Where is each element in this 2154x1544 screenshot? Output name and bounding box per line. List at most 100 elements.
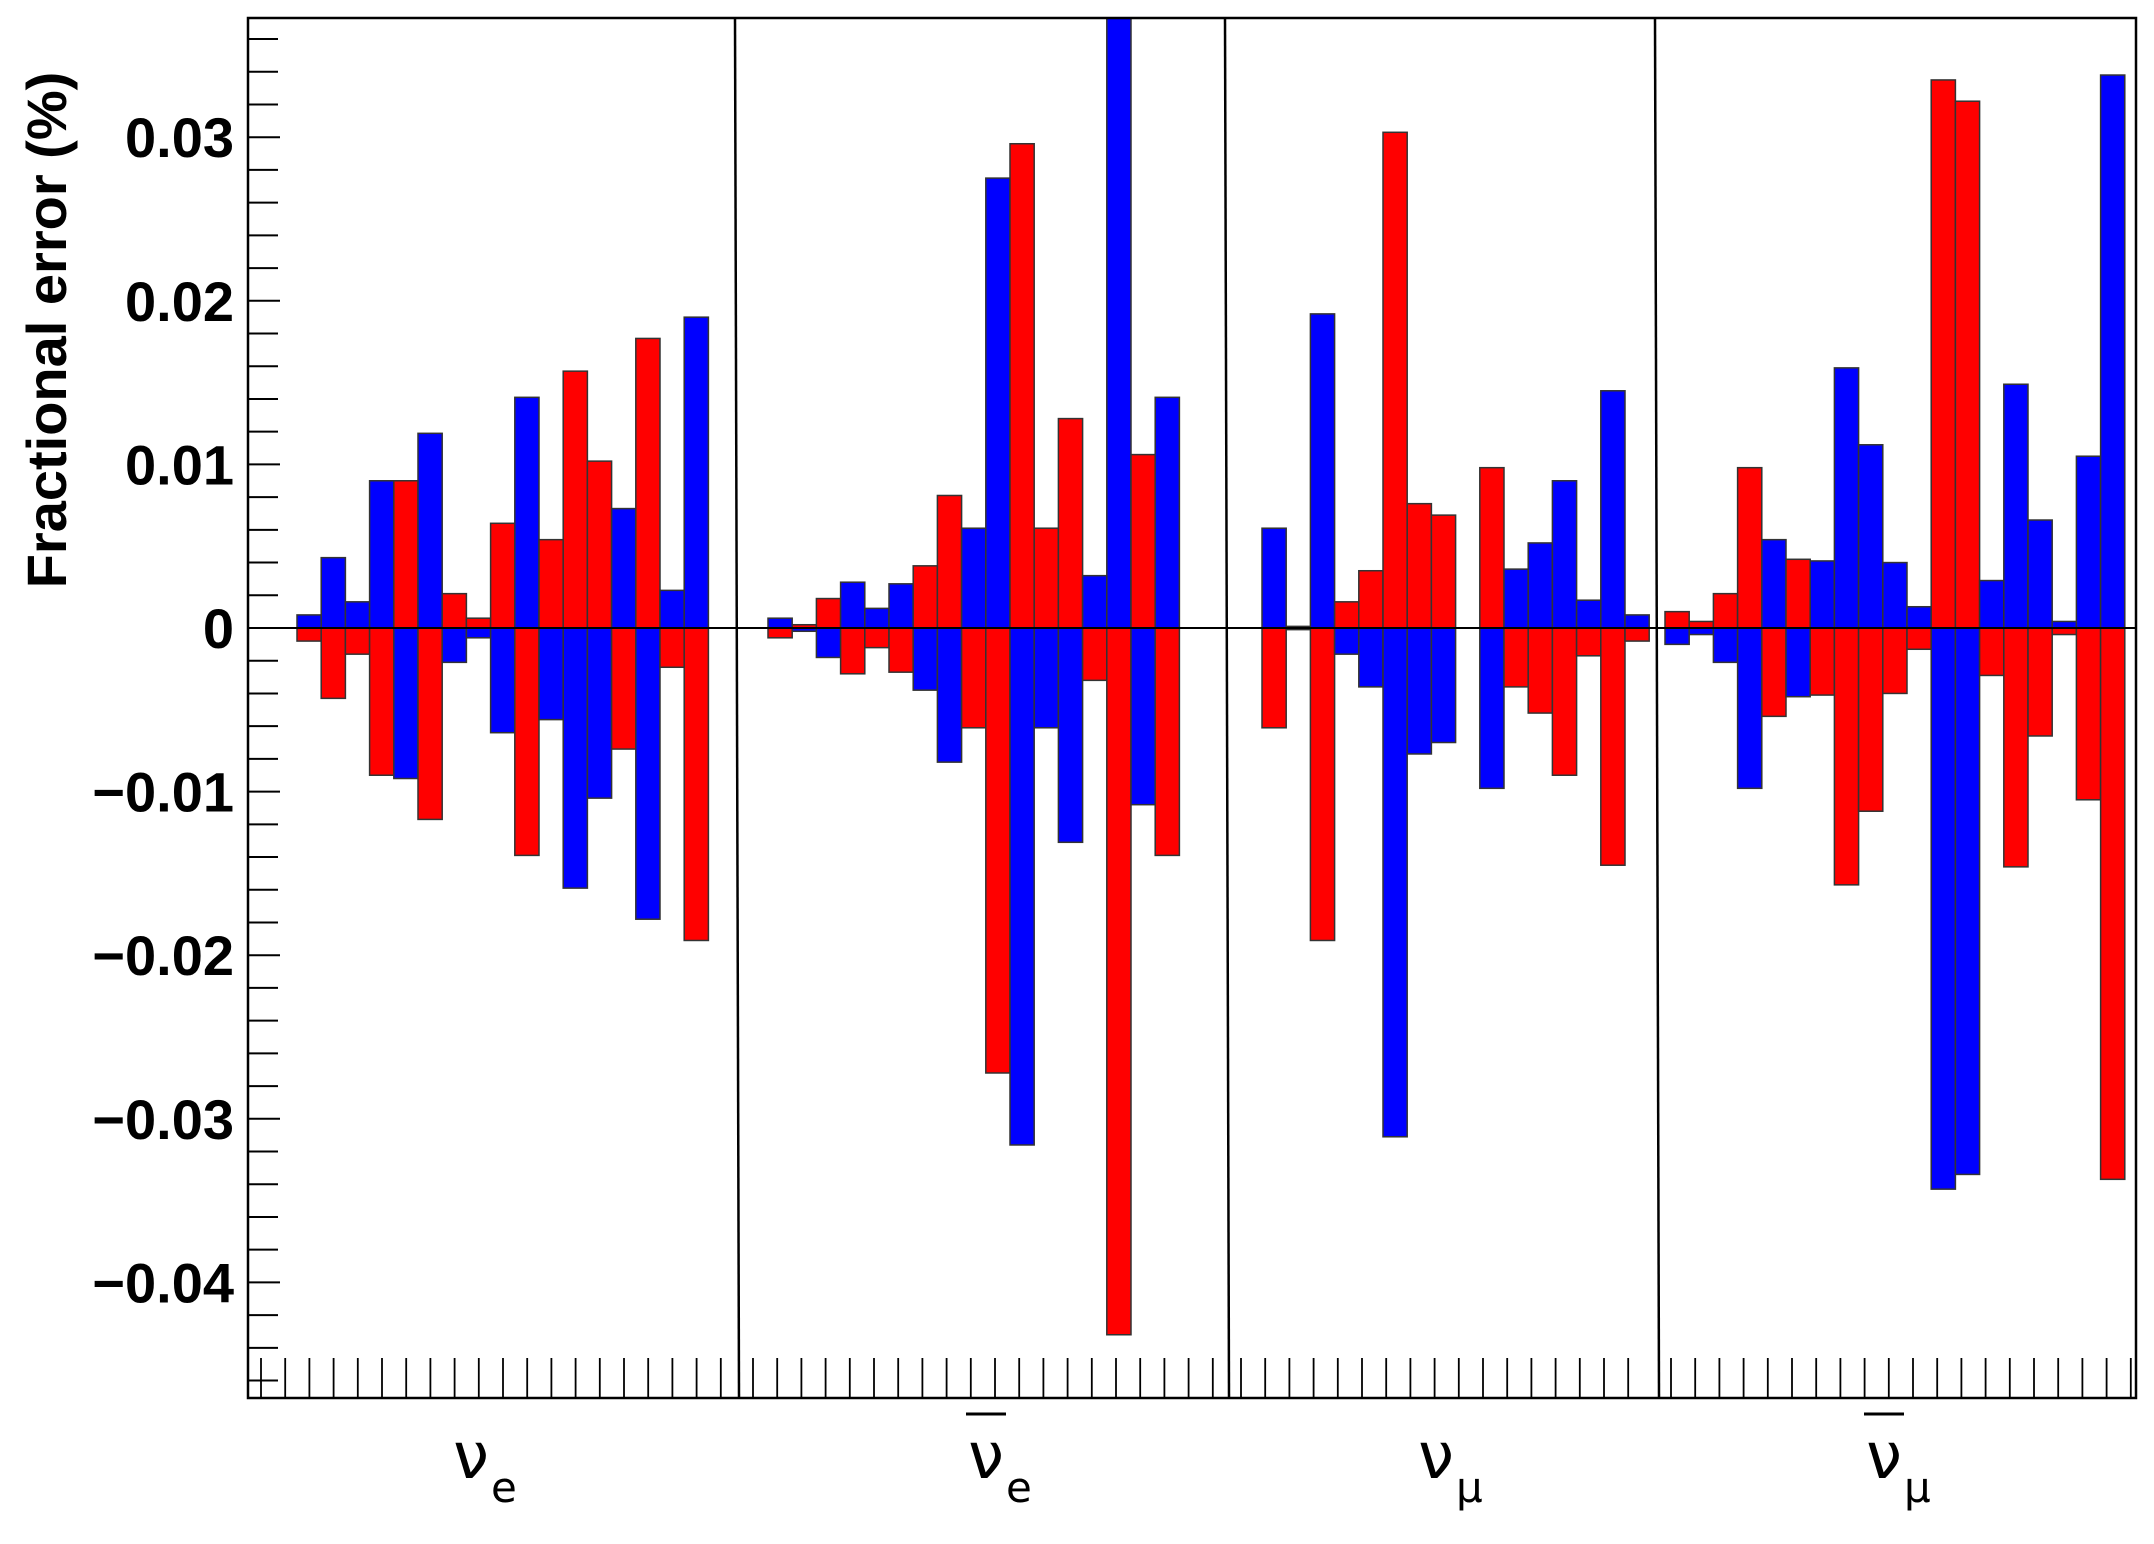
bar-down [562, 627, 589, 889]
bar-up [344, 601, 371, 629]
bar-down [1130, 627, 1156, 806]
bar-down [2027, 627, 2053, 737]
y-axis-title: Fractional error (%) [15, 72, 78, 589]
bar-down [2099, 627, 2126, 1181]
bar-up [1857, 444, 1884, 629]
category-symbol: ν [453, 1420, 489, 1494]
bar-down [912, 627, 939, 691]
bar-down [1857, 627, 1884, 812]
bar-down [296, 627, 322, 642]
bar-down [815, 627, 842, 659]
bar-up [1809, 560, 1836, 629]
bar-up [1785, 558, 1811, 629]
bar-down [1736, 627, 1763, 790]
bar-up [985, 177, 1011, 629]
bar-up [417, 432, 443, 629]
bar-down [1406, 627, 1433, 755]
bar-up [2003, 383, 2029, 629]
bar-down [1906, 627, 1932, 651]
panel-4-xticks [1670, 1358, 2132, 1398]
bar-down [1154, 627, 1181, 857]
bar-up [1154, 396, 1181, 629]
bar-down [441, 627, 468, 664]
panel-separator [733, 17, 741, 1399]
bar-down [1551, 627, 1578, 776]
bar-down [1882, 627, 1908, 695]
bar-down [320, 627, 347, 700]
bar-up [1761, 538, 1787, 629]
bar-up [635, 337, 661, 629]
bar-up [1712, 592, 1739, 629]
bar-down [1809, 627, 1836, 696]
bar-down [1503, 627, 1529, 688]
y-tick-label: 0 [203, 597, 234, 660]
bar-up [296, 614, 322, 629]
bar-up [1882, 561, 1908, 629]
bar-up [1309, 313, 1336, 629]
bar-down [514, 627, 540, 857]
bar-up [1954, 100, 1981, 629]
bar-up [1978, 579, 2005, 629]
bar-down [1624, 627, 1650, 642]
bar-down [1009, 627, 1035, 1146]
bar-up [538, 538, 564, 629]
bar-up [936, 494, 963, 629]
plot-frame [246, 16, 2138, 1400]
bar-down [864, 627, 890, 649]
bar-down [393, 627, 419, 780]
bar-up [2075, 455, 2102, 629]
bar-up [1130, 453, 1156, 629]
bar-up [2027, 519, 2053, 629]
bar-up [1503, 568, 1529, 629]
bar-up [767, 617, 793, 629]
bar-up [1551, 480, 1578, 629]
bar-down [1785, 627, 1811, 698]
bar-down [767, 627, 793, 639]
bar-down [2075, 627, 2102, 801]
bar-down [1081, 627, 1108, 682]
bar-down [1930, 627, 1957, 1190]
bar-down [610, 627, 637, 750]
bar-up [514, 396, 540, 629]
bar-up [1430, 514, 1457, 629]
bar-down [936, 627, 963, 763]
bar-down [839, 627, 866, 675]
bar-up [1624, 614, 1650, 629]
bar-up [489, 522, 516, 629]
bar-down [2003, 627, 2029, 868]
category-symbol: ν [1866, 1420, 1902, 1494]
bar-down [1430, 627, 1457, 744]
bar-up [1406, 502, 1433, 629]
bar-down [1333, 627, 1360, 655]
bar-up [1833, 367, 1860, 629]
y-tick-label: −0.01 [92, 761, 234, 824]
bar-up [368, 480, 395, 629]
panel-2-bars [767, 17, 1181, 1336]
bar-up [1033, 527, 1060, 629]
bar-up [1527, 542, 1554, 629]
panel-1-xticks [260, 1358, 722, 1398]
bar-down [960, 627, 987, 729]
bar-down [344, 627, 371, 655]
bar-down [417, 627, 443, 821]
bar-down [1479, 627, 1505, 790]
bar-down [1358, 627, 1384, 688]
category-subscript: e [1006, 1463, 1032, 1512]
bar-up [960, 527, 987, 629]
panel-separator [1653, 17, 1661, 1399]
bar-up [320, 556, 347, 629]
bar-up [815, 597, 842, 629]
category-symbol: ν [1418, 1420, 1454, 1494]
y-tick-label: −0.03 [92, 1088, 234, 1151]
bar-down [985, 627, 1011, 1074]
bar-down [1057, 627, 1084, 844]
y-tick-label: 0.01 [125, 433, 234, 496]
bar-up [1664, 610, 1690, 629]
bar-down [1382, 627, 1408, 1138]
category-subscript: μ [1904, 1463, 1931, 1512]
bars-layer [296, 17, 2126, 1336]
panel-2-xticks [752, 1358, 1214, 1398]
bar-up [1106, 17, 1132, 629]
